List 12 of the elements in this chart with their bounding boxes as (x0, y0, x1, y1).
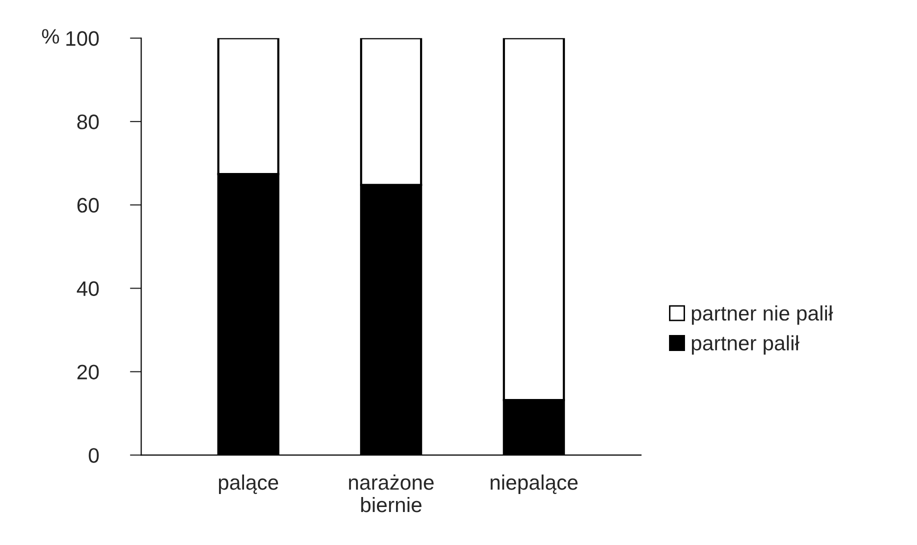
x-tick-label: narażone biernie (349, 474, 434, 512)
x-tick-label: niepalące (490, 474, 578, 494)
y-tick-label: 0 (88, 448, 99, 463)
y-axis-title: % (42, 29, 60, 44)
y-tick-label: 60 (77, 198, 99, 213)
y-tick-label: 40 (76, 281, 99, 296)
legend-label: partner nie palił (692, 305, 833, 325)
y-tick-label: 100 (66, 31, 99, 46)
legend-label: partner palił (692, 335, 800, 355)
y-tick-label: 80 (77, 114, 99, 130)
y-tick-label: 20 (77, 364, 99, 380)
x-tick-label: palące (218, 474, 278, 494)
